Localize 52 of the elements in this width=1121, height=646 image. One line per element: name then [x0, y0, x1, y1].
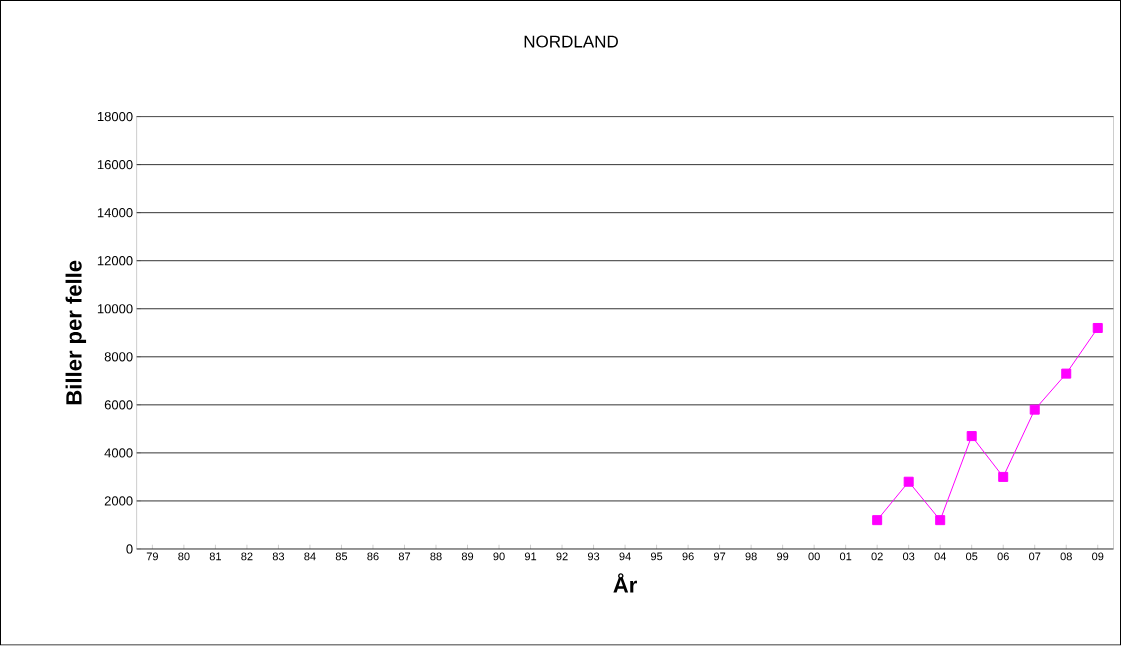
- x-tick-label: 05: [966, 552, 978, 561]
- x-tick-label: 82: [241, 552, 253, 561]
- y-tick-label: 12000: [97, 256, 133, 266]
- x-tick-label: 81: [209, 552, 221, 561]
- point: [1061, 368, 1072, 379]
- x-tick-label: 00: [808, 552, 820, 561]
- x-tick-label: 83: [272, 552, 285, 561]
- x-tick-label: 99: [777, 552, 789, 561]
- x-tick-label: 98: [745, 552, 757, 561]
- chart-title: NORDLAND: [524, 35, 618, 48]
- point: [935, 515, 946, 526]
- x-tick-label: 93: [587, 552, 600, 561]
- x-tick-label: 08: [1060, 552, 1072, 561]
- x-tick-label: 90: [493, 552, 505, 561]
- x-tick-label: 79: [146, 552, 158, 561]
- x-tick-label: 95: [650, 552, 663, 561]
- x-tick-label: 06: [997, 552, 1009, 561]
- point: [1029, 404, 1040, 415]
- y-tick-label: 2000: [104, 496, 133, 506]
- x-tick-label: 92: [556, 552, 568, 561]
- point: [872, 515, 883, 526]
- x-tick-label: 91: [524, 552, 537, 561]
- x-tick-label: 04: [934, 552, 946, 561]
- x-tick-label: 01: [839, 552, 852, 561]
- y-tick-label: 16000: [97, 160, 133, 170]
- x-tick-label: 97: [714, 552, 726, 561]
- y-tick-label: 4000: [104, 448, 133, 458]
- point: [998, 472, 1009, 483]
- x-tick-label: 85: [335, 552, 348, 561]
- y-tick-label: 0: [126, 544, 133, 554]
- x-tick-label: 89: [461, 552, 474, 561]
- y-tick-label: 14000: [97, 208, 133, 218]
- y-tick-label: 8000: [104, 352, 133, 362]
- x-tick-label: 03: [902, 552, 915, 561]
- y-tick-label: 18000: [97, 112, 133, 122]
- x-tick-label: 84: [304, 552, 316, 561]
- x-tick-label: 80: [178, 552, 190, 561]
- y-tick-label: 6000: [104, 400, 133, 410]
- y-tick-label: 10000: [97, 304, 133, 314]
- x-tick-label: 02: [871, 552, 883, 561]
- x-tick-label: 09: [1092, 552, 1104, 561]
- x-tick-label: 87: [398, 552, 411, 561]
- x-axis-title: År: [613, 573, 637, 593]
- x-tick-label: 07: [1029, 552, 1041, 561]
- point: [966, 431, 977, 442]
- y-axis-title: Biller per felle: [65, 260, 87, 405]
- point: [903, 476, 914, 487]
- x-tick-label: 94: [619, 552, 631, 561]
- x-tick-label: 86: [367, 552, 379, 561]
- x-tick-label: 96: [682, 552, 694, 561]
- point: [1092, 323, 1103, 334]
- x-tick-label: 88: [430, 552, 442, 561]
